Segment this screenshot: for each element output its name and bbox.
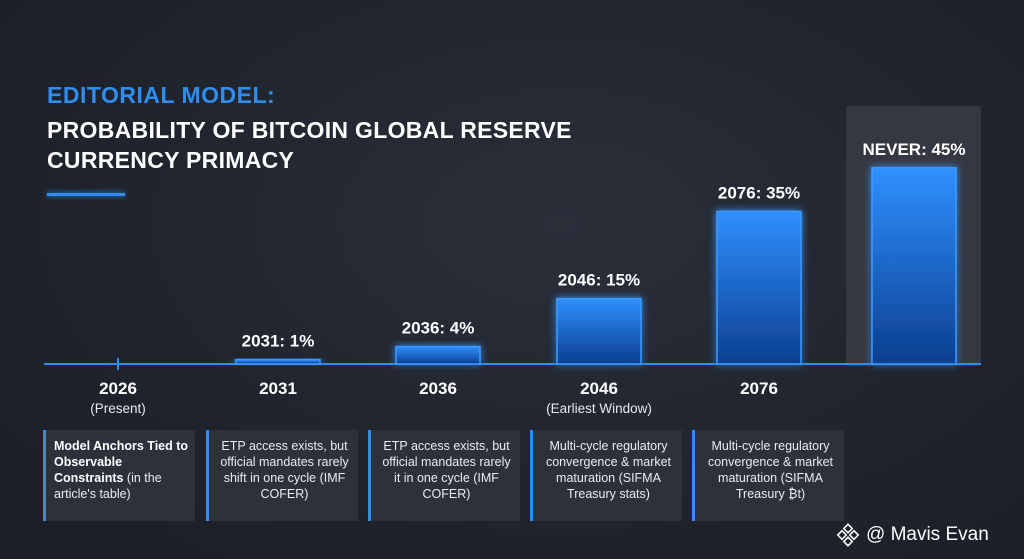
- note-0-text: (in the article's table): [54, 471, 162, 501]
- value-label-2076: 2076: 35%: [718, 183, 800, 202]
- eyebrow-label: EDITORIAL MODEL:: [47, 82, 276, 108]
- value-label-never: NEVER: 45%: [863, 140, 966, 159]
- value-label-2046: 2046: 15%: [558, 271, 640, 290]
- bar-2031: [235, 358, 321, 365]
- note-2036: ETP access exists, but official mandates…: [368, 430, 520, 521]
- chart-title: PROBABILITY OF BITCOIN GLOBAL RESERVE CU…: [47, 115, 572, 175]
- note-0-bold: Model Anchors Tied to Observable Constra…: [54, 439, 189, 485]
- value-label-2031: 2031: 1%: [242, 332, 315, 351]
- category-sublabel-2026: (Present): [90, 401, 146, 416]
- watermark-text: @ Mavis Evan: [866, 524, 989, 545]
- category-label-2046: 2046: [580, 379, 618, 398]
- note-3-text: Multi-cycle regulatory convergence & mar…: [545, 439, 672, 501]
- bar-2046: [556, 297, 642, 365]
- note-2046: Multi-cycle regulatory convergence & mar…: [530, 430, 682, 521]
- category-label-2026: 2026: [99, 379, 137, 398]
- title-underline: [47, 193, 125, 196]
- watermark: @ Mavis Evan: [836, 521, 989, 549]
- value-label-2036: 2036: 4%: [402, 319, 475, 338]
- category-label-2031: 2031: [259, 379, 297, 398]
- note-2-text: ETP access exists, but official mandates…: [382, 439, 511, 501]
- bar-never: [871, 167, 957, 365]
- note-model-anchors: Model Anchors Tied to Observable Constra…: [43, 430, 195, 521]
- chart-title-line-2: CURRENCY PRIMACY: [47, 147, 295, 173]
- note-4-text: Multi-cycle regulatory convergence & mar…: [707, 439, 834, 501]
- bar-2076: [716, 210, 802, 365]
- binance-logo-icon: [836, 523, 860, 547]
- note-2031: ETP access exists, but official mandates…: [206, 430, 358, 521]
- chart-title-line-1: PROBABILITY OF BITCOIN GLOBAL RESERVE: [47, 117, 572, 143]
- bar-chart: 2026 (Present) 2031: 1% 2031 2036: 4% 2036 204…: [44, 140, 981, 416]
- note-1-text: ETP access exists, but official mandates…: [220, 439, 349, 501]
- category-sublabel-2046: (Earliest Window): [546, 401, 652, 416]
- note-2076: Multi-cycle regulatory convergence & mar…: [692, 430, 844, 521]
- category-label-2036: 2036: [419, 379, 457, 398]
- chart-header: EDITORIAL MODEL: PROBABILITY OF BITCOIN …: [47, 82, 572, 196]
- category-label-2076: 2076: [740, 379, 778, 398]
- bar-2036: [395, 345, 481, 365]
